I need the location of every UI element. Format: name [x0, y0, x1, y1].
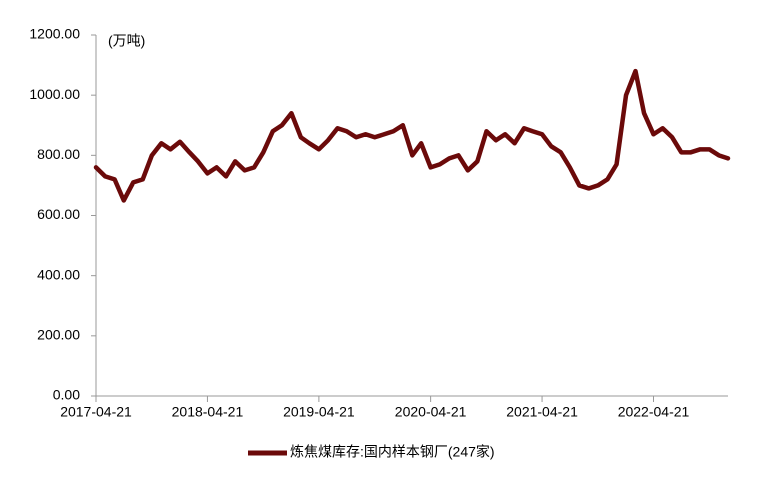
x-tick-label: 2017-04-21 [60, 404, 132, 420]
data-line [93, 68, 731, 203]
x-tick-label: 2019-04-21 [283, 404, 355, 420]
y-tick-label: 200.00 [37, 327, 80, 343]
x-tick-label: 2018-04-21 [172, 404, 244, 420]
y-tick-label: 1200.00 [29, 26, 80, 42]
y-tick-label: 1000.00 [29, 86, 80, 102]
x-tick-label: 2021-04-21 [506, 404, 578, 420]
x-tick-label: 2022-04-21 [618, 404, 690, 420]
y-tick-label: 800.00 [37, 146, 80, 162]
y-tick-label: 0.00 [53, 387, 80, 403]
x-tick-label: 2020-04-21 [395, 404, 467, 420]
y-tick-label: 600.00 [37, 206, 80, 222]
y-tick-label: 400.00 [37, 266, 80, 282]
unit-annotation: (万吨) [108, 33, 145, 49]
legend-label: 炼焦煤库存:国内样本钢厂(247家) [290, 444, 495, 460]
